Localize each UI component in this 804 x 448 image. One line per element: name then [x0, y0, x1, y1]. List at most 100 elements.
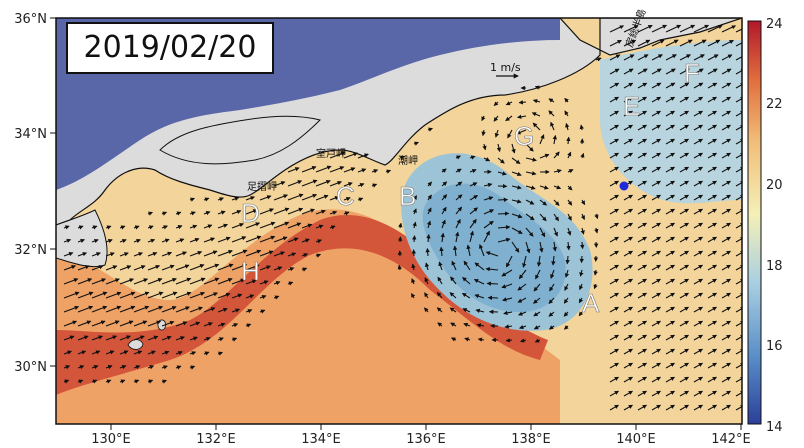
current-vector: [161, 379, 167, 384]
current-vector: [501, 269, 513, 277]
current-vector: [707, 334, 718, 341]
current-vector: [707, 362, 718, 369]
current-vector: [609, 334, 620, 341]
current-vector: [623, 264, 634, 271]
current-vector: [539, 199, 547, 206]
current-vector: [623, 306, 634, 313]
current-vector: [483, 157, 491, 162]
current-vector: [609, 376, 620, 383]
current-vector: [637, 152, 648, 159]
current-vector: [735, 250, 742, 257]
current-vector: [651, 82, 662, 89]
current-vector: [665, 250, 676, 257]
current-vector: [474, 294, 485, 299]
current-vector: [637, 110, 648, 117]
current-vector: [665, 390, 676, 397]
current-vector: [735, 138, 742, 145]
current-vector: [119, 225, 126, 230]
current-vector: [287, 207, 304, 215]
current-vector: [315, 165, 332, 173]
current-vector: [476, 323, 485, 328]
land-shikoku: [159, 115, 321, 165]
current-vector: [609, 250, 620, 257]
current-vector: [539, 227, 546, 238]
current-vector: [665, 166, 676, 173]
current-vector: [469, 182, 478, 187]
current-vector: [469, 230, 474, 243]
current-vector: [637, 236, 648, 243]
current-vector: [77, 238, 85, 243]
current-vector: [189, 264, 205, 271]
current-vector: [679, 24, 696, 33]
current-vector: [119, 379, 126, 384]
current-vector: [203, 250, 218, 257]
current-vector: [105, 305, 122, 313]
current-vector: [481, 129, 486, 137]
current-vector: [217, 307, 228, 313]
current-vector: [735, 236, 742, 243]
current-vector: [548, 110, 555, 117]
current-vector: [563, 311, 569, 317]
current-vector: [486, 281, 499, 286]
current-vector: [245, 294, 255, 299]
current-vector: [273, 295, 280, 300]
current-vector: [511, 213, 523, 219]
current-vector: [721, 152, 732, 159]
current-vector: [721, 96, 732, 103]
current-vector: [609, 236, 620, 243]
current-vector: [203, 351, 210, 356]
current-vector: [693, 180, 704, 187]
region-label-d: D: [241, 198, 260, 228]
current-vectors: [63, 24, 742, 411]
current-vector: [119, 305, 136, 313]
current-vector: [203, 224, 213, 229]
current-vector: [707, 68, 718, 75]
current-vector: [679, 362, 690, 369]
current-vector: [679, 82, 690, 89]
current-vector: [189, 211, 196, 216]
current-vector: [693, 208, 704, 215]
current-vector: [564, 97, 569, 103]
current-vector: [287, 193, 304, 201]
current-vector: [519, 324, 527, 330]
current-vector: [412, 208, 417, 215]
current-vector: [580, 199, 586, 206]
current-vector: [637, 362, 648, 369]
current-vector: [161, 238, 170, 243]
current-vector: [623, 54, 635, 61]
current-vector: [679, 348, 690, 355]
current-vector: [63, 291, 80, 299]
current-vector: [532, 122, 541, 131]
current-vector: [449, 292, 457, 299]
current-vector: [511, 241, 520, 253]
current-vector: [651, 68, 662, 75]
current-vector: [287, 237, 299, 243]
current-vector: [578, 297, 584, 304]
current-vector: [623, 166, 634, 173]
current-vector: [563, 325, 569, 330]
current-vector: [507, 129, 513, 139]
current-vector: [413, 141, 419, 146]
current-vector: [693, 222, 704, 229]
current-vector: [161, 335, 172, 341]
current-vector: [511, 157, 521, 165]
current-vector: [735, 348, 742, 355]
current-vector: [473, 279, 485, 285]
current-vector: [735, 194, 742, 201]
lon-label-142: 142°E: [711, 432, 751, 447]
current-vector: [63, 335, 75, 341]
current-vector: [105, 252, 115, 257]
current-vector: [665, 404, 676, 411]
current-vector: [637, 404, 648, 411]
current-vector: [679, 124, 690, 131]
place-shiono-label: 潮岬: [398, 154, 418, 167]
current-vector: [474, 262, 485, 271]
current-vector: [552, 241, 557, 252]
current-vector: [707, 194, 718, 201]
current-vector: [651, 306, 662, 313]
current-vector: [119, 238, 127, 244]
current-vector: [623, 68, 634, 75]
current-vector: [707, 250, 718, 257]
current-vector: [91, 291, 108, 299]
current-vector: [693, 39, 707, 47]
